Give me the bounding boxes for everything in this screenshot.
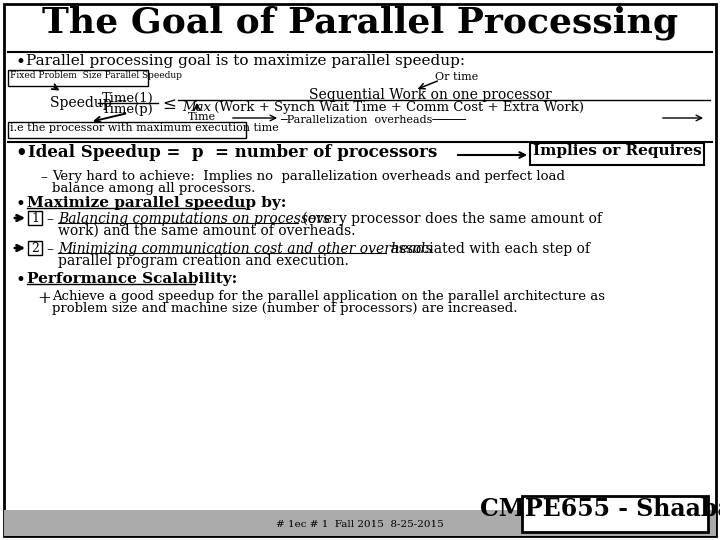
- Text: balance among all processors.: balance among all processors.: [52, 182, 256, 195]
- Text: –: –: [40, 170, 47, 184]
- Text: i.e the processor with maximum execution time: i.e the processor with maximum execution…: [10, 123, 279, 133]
- Text: Balancing computations on processors: Balancing computations on processors: [58, 212, 330, 226]
- Text: •: •: [15, 54, 25, 71]
- Text: Speedup =: Speedup =: [50, 96, 127, 110]
- Text: Maximize parallel speedup by:: Maximize parallel speedup by:: [27, 196, 287, 210]
- Text: Max: Max: [182, 101, 211, 114]
- Text: Minimizing communication cost and other overheads: Minimizing communication cost and other …: [58, 242, 432, 256]
- Text: Performance Scalability:: Performance Scalability:: [27, 272, 238, 286]
- Bar: [8, 122, 246, 138]
- Text: parallel program creation and execution.: parallel program creation and execution.: [58, 254, 349, 268]
- Text: problem size and machine size (number of processors) are increased.: problem size and machine size (number of…: [52, 302, 518, 315]
- Text: ─Parallelization  overheads─────: ─Parallelization overheads─────: [280, 115, 466, 125]
- Text: –: –: [46, 242, 53, 256]
- Text: 2: 2: [31, 242, 39, 255]
- Text: (every processor does the same amount of: (every processor does the same amount of: [298, 212, 602, 226]
- Text: •: •: [15, 144, 27, 162]
- Text: associated with each step of: associated with each step of: [386, 242, 590, 256]
- Text: Time(1): Time(1): [102, 92, 154, 105]
- Bar: [530, 143, 704, 165]
- Text: The Goal of Parallel Processing: The Goal of Parallel Processing: [42, 6, 678, 40]
- Text: Implies or Requires: Implies or Requires: [533, 144, 701, 158]
- Text: Fixed Problem  Size Parallel Speedup: Fixed Problem Size Parallel Speedup: [10, 71, 182, 80]
- Text: (Work + Synch Wait Time + Comm Cost + Extra Work): (Work + Synch Wait Time + Comm Cost + Ex…: [210, 101, 584, 114]
- Text: Time(p): Time(p): [102, 103, 154, 116]
- Text: ≤: ≤: [162, 96, 176, 113]
- Text: Ideal Speedup =  p  = number of processors: Ideal Speedup = p = number of processors: [28, 144, 437, 161]
- Bar: [28, 241, 42, 255]
- Text: Parallel processing goal is to maximize parallel speedup:: Parallel processing goal is to maximize …: [26, 54, 465, 68]
- Text: Very hard to achieve:  Implies no  parallelization overheads and perfect load: Very hard to achieve: Implies no paralle…: [52, 170, 565, 183]
- Text: 1: 1: [31, 212, 39, 225]
- Text: Or time: Or time: [435, 72, 478, 82]
- Text: Time: Time: [188, 112, 216, 122]
- Text: •: •: [15, 196, 25, 213]
- Text: CMPE655 - Shaaban: CMPE655 - Shaaban: [480, 497, 720, 521]
- Bar: [522, 496, 708, 532]
- Text: # 1ec # 1  Fall 2015  8-25-2015: # 1ec # 1 Fall 2015 8-25-2015: [276, 520, 444, 529]
- Bar: [28, 211, 42, 225]
- Text: Achieve a good speedup for the parallel application on the parallel architecture: Achieve a good speedup for the parallel …: [52, 290, 605, 303]
- Bar: [4, 510, 716, 536]
- Text: –: –: [46, 212, 53, 226]
- Bar: [8, 70, 148, 86]
- Text: +: +: [37, 290, 51, 307]
- Text: •: •: [15, 272, 25, 289]
- Text: Sequential Work on one processor: Sequential Work on one processor: [309, 88, 552, 102]
- Text: work) and the same amount of overheads.: work) and the same amount of overheads.: [58, 224, 356, 238]
